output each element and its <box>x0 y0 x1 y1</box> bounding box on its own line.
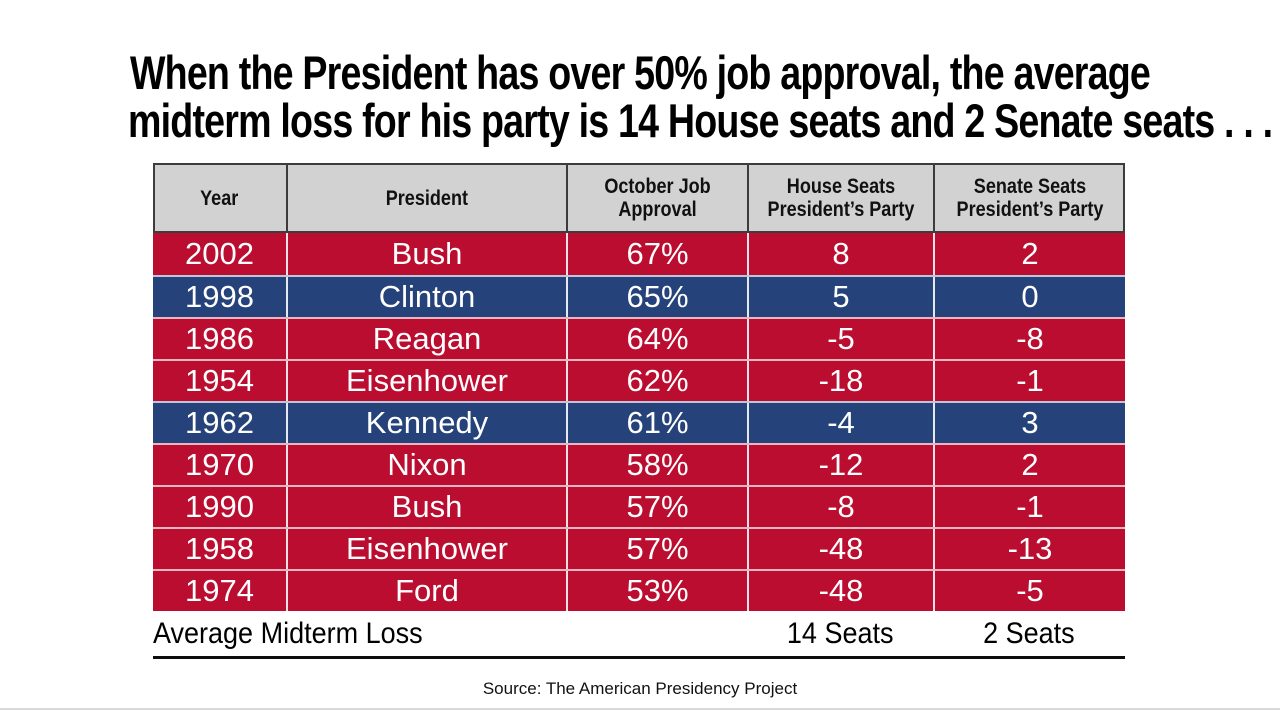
cell-senate-seats: 2 <box>933 445 1125 485</box>
cell-year: 1958 <box>185 531 254 566</box>
cell-house-seats: 8 <box>747 233 933 275</box>
table-row: 1970 Nixon 58% -12 2 <box>153 443 1125 485</box>
table-row: 1974 Ford 53% -48 -5 <box>153 569 1125 611</box>
header-label-approval: October Job Approval <box>604 175 711 221</box>
slide-title: When the President has over 50% job appr… <box>0 49 1280 145</box>
table-row: 1958 Eisenhower 57% -48 -13 <box>153 527 1125 569</box>
title-line-2: midterm loss for his party is 14 House s… <box>128 94 1273 148</box>
table-header-row: Year President October Job Approval Hous… <box>153 163 1125 233</box>
summary-label-text: Average Midterm Loss <box>153 616 423 650</box>
midterm-results-table: Year President October Job Approval Hous… <box>153 163 1125 659</box>
cell-year: 1998 <box>185 279 254 314</box>
header-cell-year: Year <box>153 163 286 233</box>
cell-approval: 61% <box>566 403 747 443</box>
cell-house-seats: -18 <box>747 361 933 401</box>
cell-year: 1962 <box>185 405 254 440</box>
cell-year: 1954 <box>185 363 254 398</box>
summary-label: Average Midterm Loss <box>153 617 747 651</box>
header-cell-house-seats: House Seats President’s Party <box>747 163 933 233</box>
cell-senate-seats: 2 <box>933 233 1125 275</box>
cell-house-seats: -12 <box>747 445 933 485</box>
cell-house-seats: 5 <box>747 277 933 317</box>
cell-president: Eisenhower <box>286 361 566 401</box>
cell-senate-seats: -1 <box>933 487 1125 527</box>
header-label-president: President <box>385 186 469 210</box>
cell-approval: 67% <box>566 233 747 275</box>
summary-senate-text: 2 Seats <box>983 616 1075 650</box>
table-row: 1962 Kennedy 61% -4 3 <box>153 401 1125 443</box>
cell-president: Clinton <box>286 277 566 317</box>
header-cell-president: President <box>286 163 566 233</box>
cell-house-seats: -48 <box>747 529 933 569</box>
cell-senate-seats: 3 <box>933 403 1125 443</box>
cell-senate-seats: 0 <box>933 277 1125 317</box>
header-cell-senate-seats: Senate Seats President’s Party <box>933 163 1125 233</box>
cell-president: Ford <box>286 571 566 611</box>
table-row: 2002 Bush 67% 8 2 <box>153 233 1125 275</box>
cell-approval: 57% <box>566 529 747 569</box>
table-row: 1986 Reagan 64% -5 -8 <box>153 317 1125 359</box>
summary-senate-seats: 2 Seats <box>933 617 1125 651</box>
cell-president: Reagan <box>286 319 566 359</box>
cell-approval: 65% <box>566 277 747 317</box>
header-label-house-seats: House Seats President’s Party <box>767 175 915 221</box>
source-caption: Source: The American Presidency Project <box>482 679 798 698</box>
table-body: 2002 Bush 67% 8 2 1998 Clinton 65% 5 0 1… <box>153 233 1125 611</box>
cell-senate-seats: -13 <box>933 529 1125 569</box>
summary-house-seats: 14 Seats <box>747 617 933 651</box>
table-row: 1954 Eisenhower 62% -18 -1 <box>153 359 1125 401</box>
table-row: 1998 Clinton 65% 5 0 <box>153 275 1125 317</box>
cell-senate-seats: -1 <box>933 361 1125 401</box>
cell-year: 1990 <box>185 489 254 524</box>
header-label-year: Year <box>200 186 239 210</box>
cell-house-seats: -5 <box>747 319 933 359</box>
cell-approval: 62% <box>566 361 747 401</box>
table-row: 1990 Bush 57% -8 -1 <box>153 485 1125 527</box>
cell-house-seats: -48 <box>747 571 933 611</box>
cell-year: 1986 <box>185 321 254 356</box>
cell-president: Nixon <box>286 445 566 485</box>
cell-president: Eisenhower <box>286 529 566 569</box>
cell-approval: 64% <box>566 319 747 359</box>
cell-year: 2002 <box>185 236 254 271</box>
table-summary-row: Average Midterm Loss 14 Seats 2 Seats <box>153 611 1125 659</box>
cell-house-seats: -8 <box>747 487 933 527</box>
cell-house-seats: -4 <box>747 403 933 443</box>
title-line-1: When the President has over 50% job appr… <box>129 46 1151 100</box>
cell-president: Bush <box>286 487 566 527</box>
cell-approval: 58% <box>566 445 747 485</box>
cell-senate-seats: -8 <box>933 319 1125 359</box>
header-cell-approval: October Job Approval <box>566 163 747 233</box>
summary-house-text: 14 Seats <box>786 616 894 650</box>
cell-president: Bush <box>286 233 566 275</box>
bottom-divider <box>0 708 1280 710</box>
cell-approval: 53% <box>566 571 747 611</box>
header-label-senate-seats: Senate Seats President’s Party <box>956 175 1104 221</box>
cell-president: Kennedy <box>286 403 566 443</box>
cell-year: 1974 <box>185 573 254 608</box>
cell-year: 1970 <box>185 447 254 482</box>
cell-senate-seats: -5 <box>933 571 1125 611</box>
cell-approval: 57% <box>566 487 747 527</box>
